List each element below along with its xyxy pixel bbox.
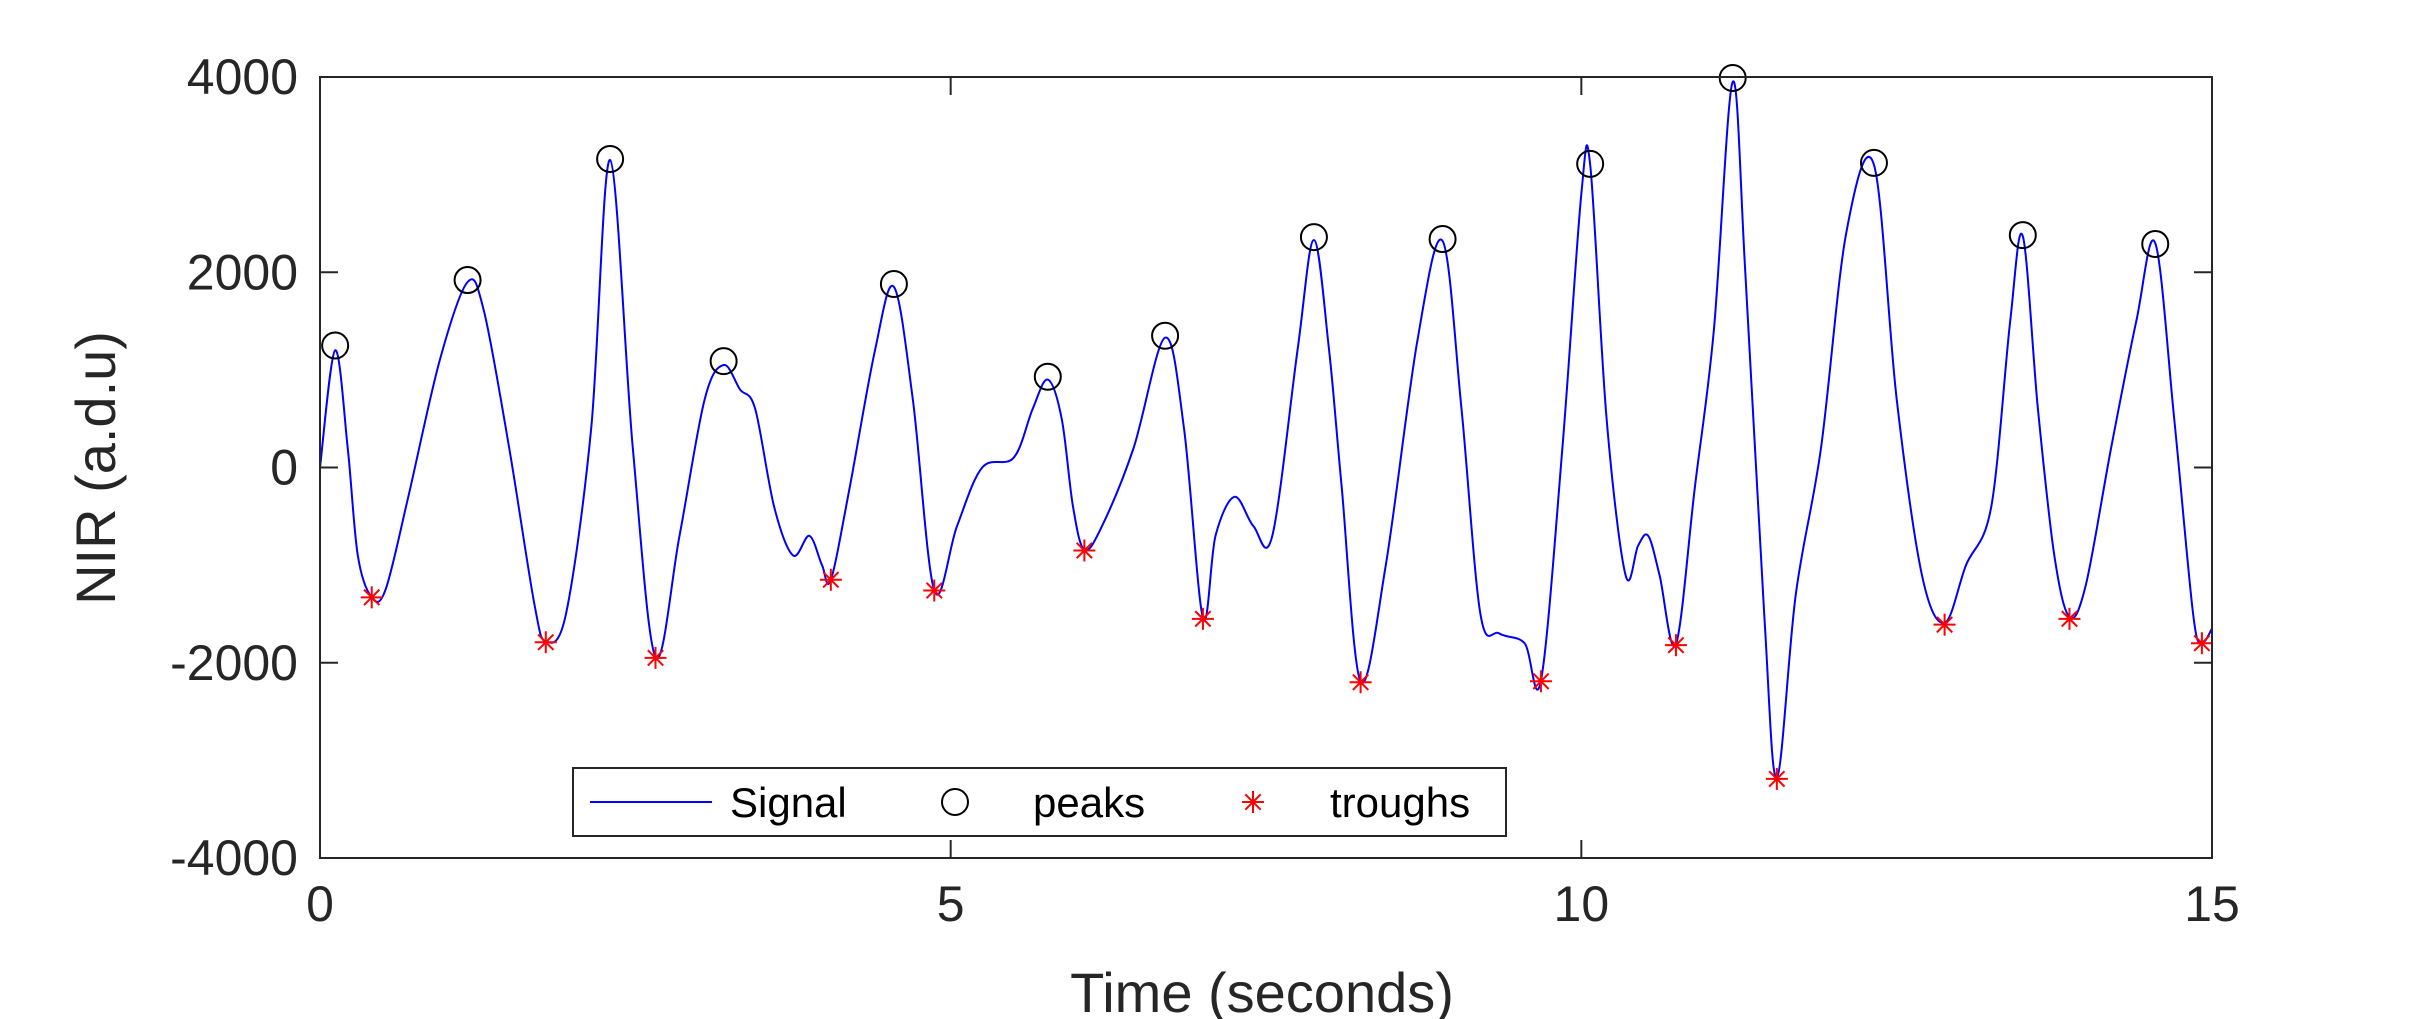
y-tick-label: 0 [270,440,298,496]
legend-box [572,767,1507,837]
series-signal-line [319,80,2213,779]
legend-peaks-label: peaks [1033,779,1145,826]
x-tick-label: 5 [937,876,965,932]
x-tick-label: 0 [306,876,334,932]
peak-marker [1033,362,1062,391]
peak-marker [453,266,482,295]
legend-peaks-marker [941,788,969,816]
peak-marker [321,331,350,360]
peak-marker [1151,321,1180,350]
trough-marker [1664,634,1687,657]
peak-marker [1428,225,1457,254]
trough-marker [644,646,667,669]
peak-marker [1859,148,1888,177]
x-axis-label: Time (seconds) [1070,961,1454,1019]
peak-marker [879,269,908,298]
trough-marker [1073,539,1096,562]
legend-signal-label: Signal [730,779,847,826]
peak-marker [1576,149,1605,178]
trough-marker [923,579,946,602]
peak-marker [709,347,738,376]
peak-marker [1299,223,1328,252]
trough-marker [1191,607,1214,630]
y-axis-label: NIR (a.d.u) [64,331,127,605]
y-tick-label: -4000 [170,830,298,886]
axes: 0 5 10 15 -4000 -2000 0 2000 4000 [170,49,2240,932]
trough-marker [2190,632,2213,655]
trough-marker [1765,767,1788,790]
trough-marker [819,568,842,591]
peak-marker [596,145,625,174]
trough-marker [534,631,557,654]
trough-marker [1349,671,1372,694]
peak-marker [2008,221,2037,250]
trough-marker [360,586,383,609]
trough-marker [1933,613,1956,636]
legend-troughs-label: troughs [1330,779,1470,826]
peak-marker [2141,229,2170,258]
plot-area [319,63,2213,790]
y-tick-label: -2000 [170,635,298,691]
trough-marker [2058,607,2081,630]
x-tick-label: 10 [1554,876,1610,932]
x-tick-label: 15 [2184,876,2240,932]
legend: Signal peaks troughs [572,767,1507,837]
trough-marker [1529,670,1552,693]
y-tick-label: 4000 [187,49,298,105]
axes-box [319,76,2213,859]
legend-troughs-star [1242,791,1264,813]
legend-troughs-marker [1242,791,1264,813]
y-tick-label: 2000 [187,244,298,300]
